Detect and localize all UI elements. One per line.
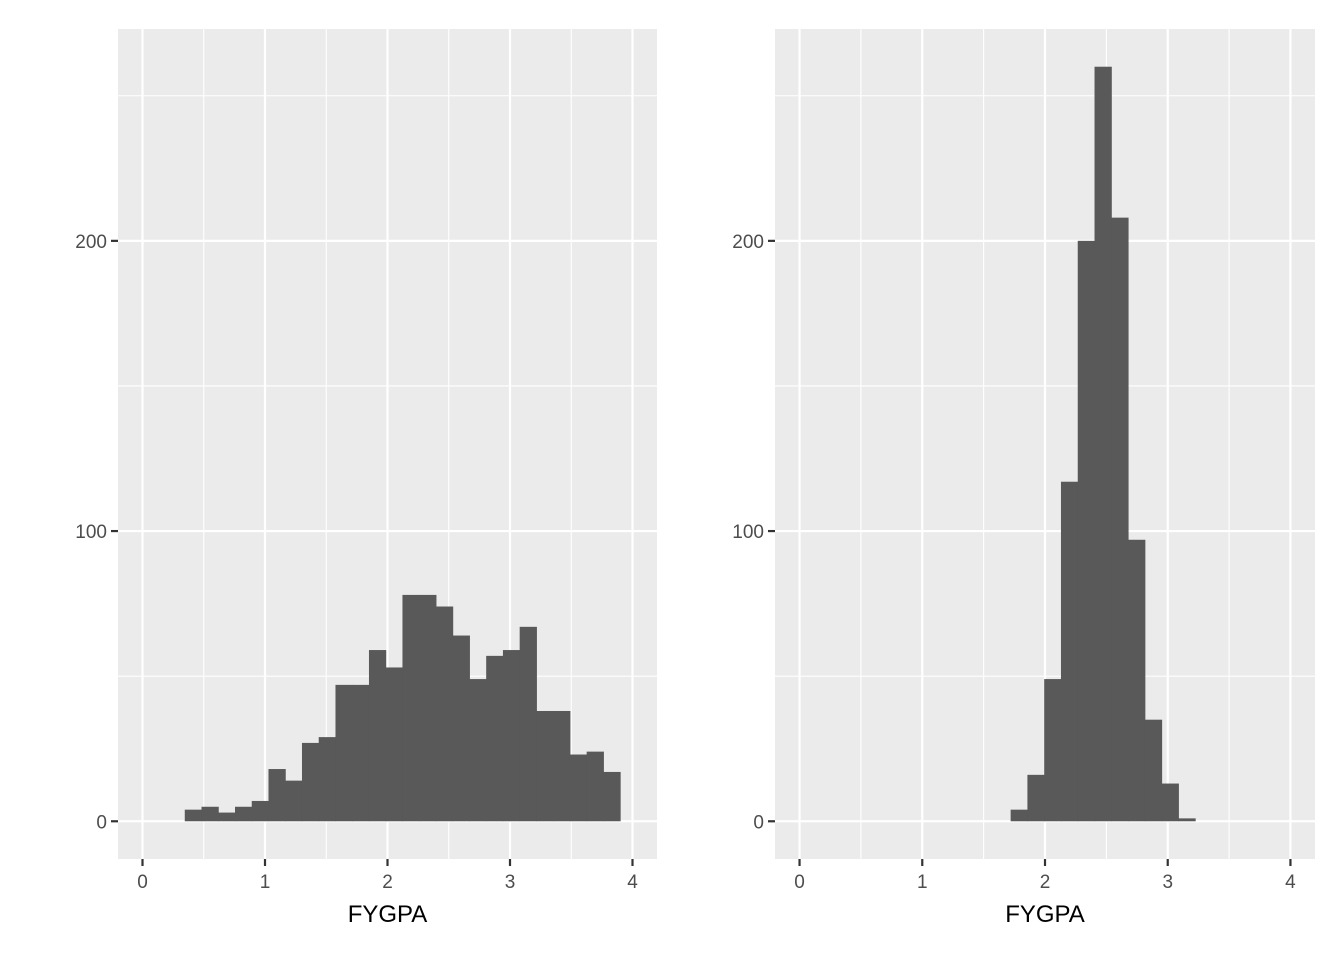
y-tick-label: 200 [732,232,764,253]
histogram-bar [1111,217,1129,822]
x-axis-title: FYGPA [1005,901,1085,928]
x-tick-label: 2 [382,872,393,893]
x-tick-label: 2 [1040,872,1051,893]
histogram-bar [1060,481,1079,822]
y-tick-label: 0 [96,812,107,833]
right-histogram-panel: 0 1 2 3 4 0 100 200 FYGPA [732,29,1315,928]
histogram-bar [184,809,203,822]
histogram-bar [335,684,353,822]
x-tick-label: 4 [1285,872,1296,893]
x-tick-label: 0 [794,872,805,893]
histogram-bar [486,655,504,822]
histogram-bar [1128,539,1146,822]
histogram-bar [201,806,219,822]
histogram-bar [452,635,470,822]
x-tick-label: 3 [1162,872,1173,893]
histogram-bar [1044,679,1062,822]
y-tick-label: 0 [753,812,764,833]
histogram-bar [352,684,370,822]
histogram-bar [1178,818,1196,822]
histogram-bar [1077,240,1096,822]
histogram-bar [536,710,554,822]
histogram-bar [553,710,571,822]
x-tick-label: 3 [505,872,516,893]
histogram-bar [285,780,303,822]
y-tick-label: 100 [732,522,764,543]
histogram-bar [368,650,387,822]
histogram-bar [1010,809,1028,822]
histogram-bar [1027,774,1045,822]
x-tick-label: 1 [917,872,928,893]
histogram-bar [268,769,286,822]
histogram-bar [234,806,253,822]
x-tick-label: 4 [627,872,638,893]
histogram-bar [385,667,403,822]
histogram-bar [502,650,521,822]
histogram-bar [435,606,454,822]
histogram-bar [301,742,320,822]
x-tick-label: 0 [137,872,148,893]
histogram-bar [469,679,487,822]
histogram-bar [603,771,621,822]
histogram-bar [1144,719,1163,822]
histogram-bar [218,812,236,822]
histogram-bar [402,594,420,822]
x-axis-title: FYGPA [348,901,428,928]
histogram-bar [586,751,604,822]
histogram-bar [569,754,588,822]
y-tick-label: 200 [75,232,107,253]
histogram-bar [318,737,336,822]
x-tick-label: 1 [260,872,271,893]
histogram-bar [1161,783,1179,822]
left-histogram-panel: 0 1 2 3 4 0 100 200 FYGPA [75,29,657,928]
histogram-bar [1094,66,1112,822]
histogram-bar [251,800,269,822]
y-tick-label: 100 [75,522,107,543]
histogram-bar [419,594,437,822]
histogram-bar [519,626,537,822]
